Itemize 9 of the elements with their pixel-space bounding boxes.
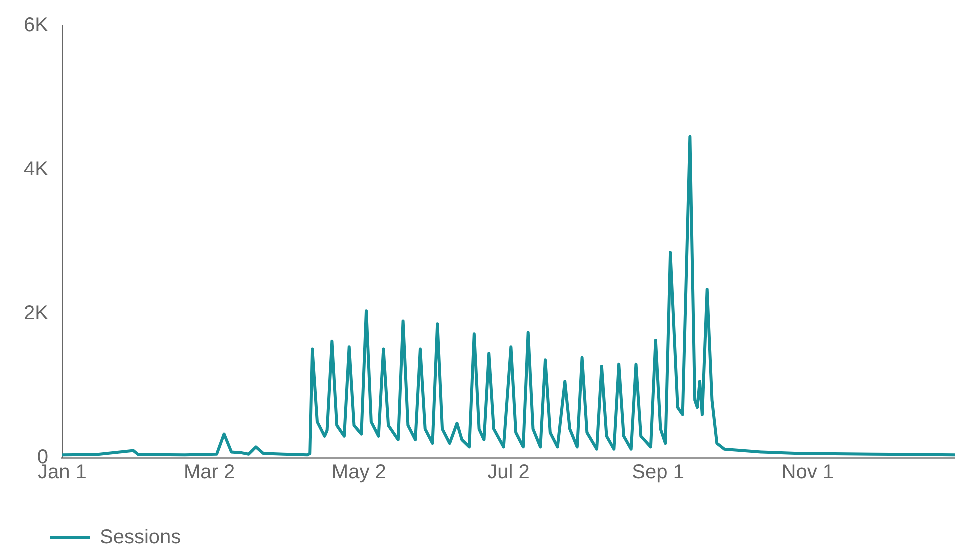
y-tick-label: 2K [24,302,50,325]
x-tick-label: Jul 2 [488,462,530,484]
x-tick-label: May 2 [332,462,386,484]
legend-label: Sessions [100,526,182,549]
y-tick-label: 6K [24,14,50,37]
x-tick-label: Mar 2 [184,462,236,484]
x-tick-label: Sep 1 [632,462,684,484]
y-tick-label: 4K [24,158,50,181]
x-tick-label: Nov 1 [782,462,834,484]
